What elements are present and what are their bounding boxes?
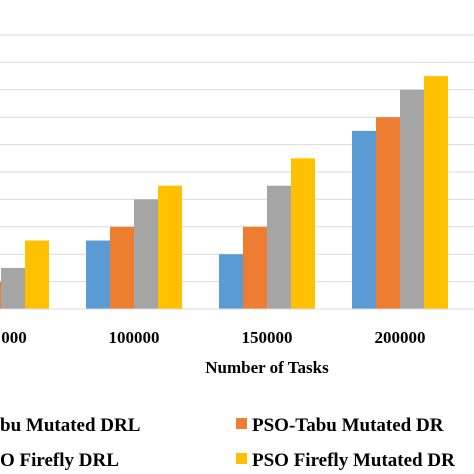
bar-pso-tabu-mutated-drl-200000	[376, 117, 400, 309]
x-axis-title: Number of Tasks	[205, 358, 329, 377]
legend-swatch	[236, 418, 247, 429]
x-tick-label: 150000	[242, 328, 293, 347]
legend-label: O Firefly DRL	[0, 450, 119, 471]
bar-pso-firefly-drl-100000	[134, 199, 158, 309]
bar-pso-firefly-drl-200000	[400, 89, 424, 309]
bar-pso-firefly-mutated-drl-50000	[25, 240, 49, 309]
x-tick-label: 100000	[109, 328, 160, 347]
legend-label: PSO Firefly Mutated DR	[252, 450, 455, 471]
bar-pso-firefly-drl-50000	[1, 267, 25, 309]
bar-pso-tabu-mutated-drl-100000	[110, 226, 134, 309]
legend-label: PSO-Tabu Mutated DR	[252, 415, 444, 436]
x-tick-label: 000	[1, 328, 27, 347]
bar-tabu-mutated-drl-150000	[219, 254, 243, 309]
gridlines	[0, 34, 474, 283]
bar-pso-firefly-mutated-drl-100000	[158, 185, 182, 309]
bar-tabu-mutated-drl-100000	[86, 240, 110, 309]
bar-pso-firefly-mutated-drl-200000	[424, 76, 448, 309]
legend: bu Mutated DRL PSO-Tabu Mutated DR O Firef…	[0, 415, 455, 471]
bar-tabu-mutated-drl-200000	[352, 130, 376, 309]
bars	[0, 76, 448, 309]
legend-swatch	[236, 453, 247, 464]
bar-pso-tabu-mutated-drl-50000	[0, 281, 1, 309]
bar-pso-firefly-drl-150000	[267, 185, 291, 309]
x-tick-labels: 000 100000 150000 200000	[1, 328, 425, 347]
legend-label: bu Mutated DRL	[0, 415, 140, 436]
x-tick-label: 200000	[375, 328, 426, 347]
bar-pso-tabu-mutated-drl-150000	[243, 226, 267, 309]
bar-pso-firefly-mutated-drl-150000	[291, 158, 315, 309]
